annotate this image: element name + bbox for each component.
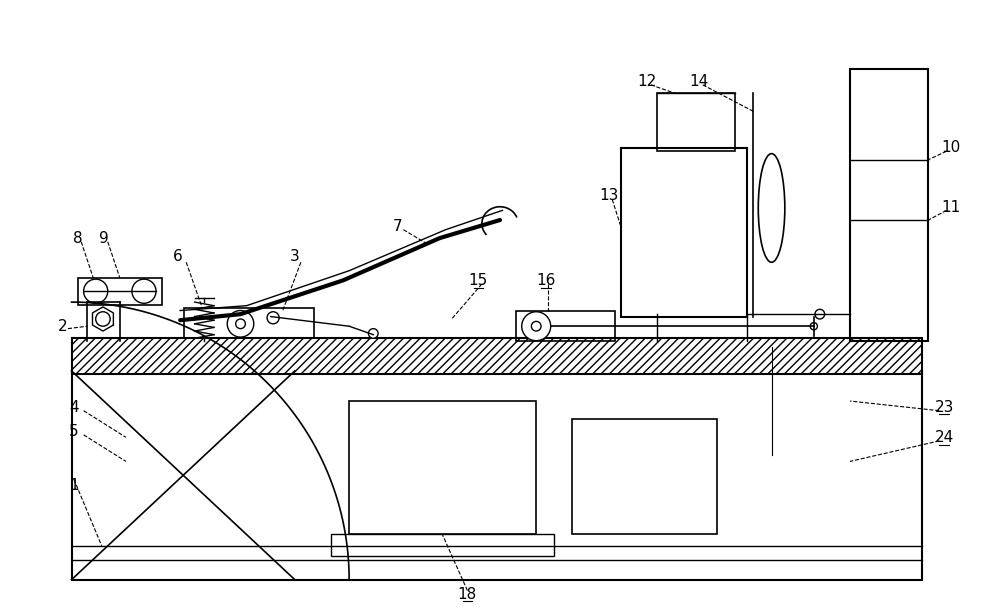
Bar xyxy=(78,278,162,304)
Text: 2: 2 xyxy=(58,319,68,334)
Text: 3: 3 xyxy=(290,248,300,264)
Text: 11: 11 xyxy=(942,200,961,216)
Circle shape xyxy=(531,322,541,331)
Text: 10: 10 xyxy=(942,140,961,155)
Bar xyxy=(72,371,922,580)
Circle shape xyxy=(96,312,110,326)
Text: 24: 24 xyxy=(935,430,954,445)
Text: 7: 7 xyxy=(393,219,402,234)
Circle shape xyxy=(368,329,378,338)
Bar xyxy=(572,419,717,534)
Bar xyxy=(621,147,747,317)
Text: 14: 14 xyxy=(690,74,709,89)
Circle shape xyxy=(227,311,254,337)
Bar xyxy=(184,308,314,338)
Bar xyxy=(72,338,922,375)
Text: 6: 6 xyxy=(173,248,183,264)
Text: 4: 4 xyxy=(69,400,79,415)
Bar xyxy=(349,401,536,534)
Text: 1: 1 xyxy=(69,478,79,493)
Circle shape xyxy=(84,279,108,303)
Bar xyxy=(850,69,928,340)
Text: 13: 13 xyxy=(599,188,618,203)
Circle shape xyxy=(236,319,245,329)
Circle shape xyxy=(267,312,279,324)
Text: 15: 15 xyxy=(469,273,488,288)
Circle shape xyxy=(810,323,817,330)
Text: 16: 16 xyxy=(536,273,556,288)
Circle shape xyxy=(522,312,551,340)
Ellipse shape xyxy=(758,153,785,262)
Text: 12: 12 xyxy=(638,74,657,89)
Text: 9: 9 xyxy=(99,231,109,245)
Bar xyxy=(657,93,735,151)
Circle shape xyxy=(815,309,825,319)
Text: 5: 5 xyxy=(69,424,79,438)
Text: 18: 18 xyxy=(458,586,477,602)
Circle shape xyxy=(132,279,156,303)
Text: 8: 8 xyxy=(73,231,82,245)
Text: 23: 23 xyxy=(934,400,954,415)
Bar xyxy=(331,534,554,555)
Bar xyxy=(516,311,615,340)
